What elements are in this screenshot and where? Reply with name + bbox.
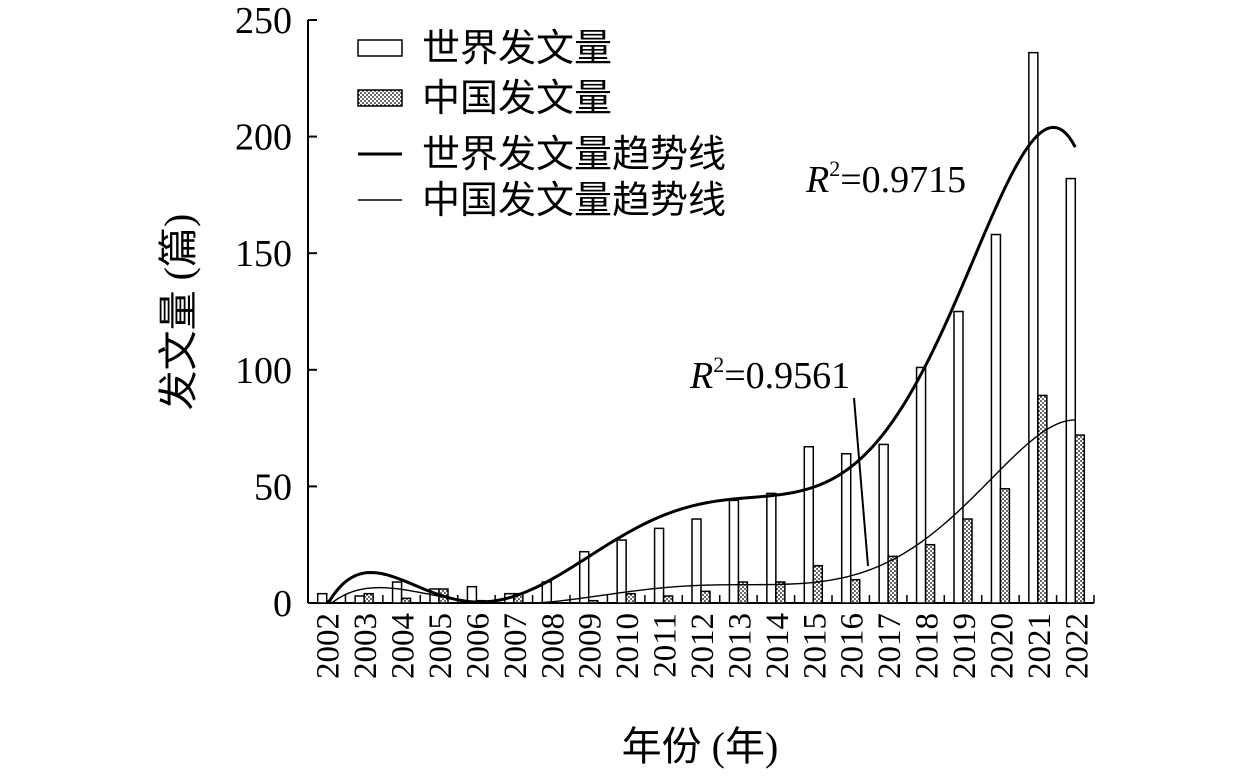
trendline-china <box>326 419 1076 604</box>
bar-world <box>1065 177 1077 604</box>
r-squared-labels: R2=0.9715 R2=0.9561 <box>689 156 966 567</box>
bar-china <box>1074 434 1086 604</box>
x-tick-label: 2009 <box>573 613 609 679</box>
x-tick-label: 2008 <box>535 613 571 679</box>
bar-china <box>849 578 861 604</box>
x-tick-label: 2013 <box>722 613 758 679</box>
y-tick-label: 200 <box>235 117 292 159</box>
bar-world <box>316 592 328 604</box>
x-ticks: 2002 2003 2004 2005 2006 2007 2008 2009 2010 2011… <box>307 595 1095 679</box>
legend-label: 世界发文量 <box>422 28 612 70</box>
trendlines <box>325 125 1077 605</box>
bar-china <box>400 597 412 604</box>
bar-world <box>953 310 964 604</box>
bar-china <box>662 595 674 604</box>
y-axis-title: 发文量 (篇) <box>156 214 201 411</box>
bar-world <box>728 499 740 604</box>
x-tick-label: 2020 <box>984 613 1020 679</box>
legend-label: 中国发文量趋势线 <box>422 180 726 222</box>
x-tick-label: 2003 <box>348 613 384 679</box>
bar-china <box>737 581 749 604</box>
x-tick-label: 2005 <box>423 613 459 679</box>
bar-world <box>840 453 852 604</box>
legend-swatch-world <box>357 39 403 57</box>
x-tick-label: 2010 <box>610 613 646 679</box>
bar-world <box>766 492 777 604</box>
x-tick-label: 2006 <box>460 613 496 679</box>
bar-world <box>878 443 889 604</box>
r2-label-china: R2=0.9561 <box>689 352 850 397</box>
bar-world <box>1028 51 1039 604</box>
x-tick-label: 2015 <box>797 613 833 679</box>
bar-china <box>587 599 599 604</box>
x-tick-label: 2021 <box>1022 613 1058 679</box>
y-tick-label: 0 <box>273 583 292 625</box>
bar-china <box>775 581 786 604</box>
bars <box>316 51 1086 604</box>
x-tick-label: 2014 <box>760 613 796 679</box>
bar-world <box>691 518 702 604</box>
y-tick-label: 150 <box>235 233 292 275</box>
y-ticks: 0 50 100 150 200 250 <box>235 0 317 625</box>
legend-label: 中国发文量 <box>422 78 612 120</box>
bar-world <box>354 595 365 604</box>
bar-china <box>700 590 711 604</box>
bar-china <box>1037 394 1048 604</box>
bar-china <box>363 592 374 604</box>
x-tick-label: 2007 <box>498 613 534 679</box>
x-tick-label: 2012 <box>685 613 721 679</box>
x-tick-label: 2011 <box>648 613 684 678</box>
x-tick-label: 2018 <box>910 613 946 679</box>
legend-label: 世界发文量趋势线 <box>422 134 726 176</box>
r2-label-world: R2=0.9715 <box>805 156 966 201</box>
bar-world <box>915 366 927 604</box>
bar-china <box>812 564 824 604</box>
bar-china <box>999 487 1011 604</box>
x-tick-label: 2016 <box>835 613 871 679</box>
bar-world <box>578 550 590 604</box>
bar-world <box>803 446 815 604</box>
bar-world <box>391 581 403 604</box>
bar-world <box>653 527 665 604</box>
bar-china <box>887 555 898 604</box>
legend-swatch-china <box>357 89 403 107</box>
x-tick-label: 2002 <box>311 613 347 679</box>
x-tick-label: 2022 <box>1059 613 1095 679</box>
bar-china <box>924 543 936 604</box>
bar-china <box>962 518 973 604</box>
bar-china <box>625 592 636 604</box>
x-tick-label: 2019 <box>947 613 983 679</box>
x-tick-label: 2017 <box>872 613 908 679</box>
y-tick-label: 50 <box>254 466 292 508</box>
y-tick-label: 100 <box>235 350 292 392</box>
x-tick-label: 2004 <box>386 613 422 679</box>
y-tick-label: 250 <box>235 0 292 42</box>
bar-world <box>990 233 1002 604</box>
r2-leader-line <box>853 397 869 567</box>
x-axis-title: 年份 (年) <box>622 724 779 769</box>
bar-world <box>616 539 627 604</box>
